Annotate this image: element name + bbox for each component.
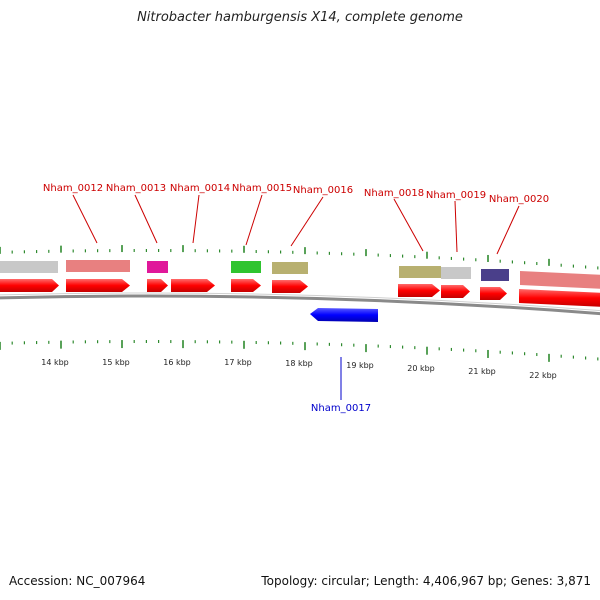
genome-backbone	[0, 294, 600, 316]
scale-label: 21 kbp	[468, 367, 496, 376]
feature-box-pink	[520, 271, 600, 289]
scale-label: 22 kbp	[529, 371, 557, 380]
gene-label[interactable]: Nham_0016	[293, 185, 353, 196]
scale-label: 14 kbp	[41, 358, 69, 367]
feature-box-pink	[66, 260, 130, 272]
feature-box-olive	[399, 266, 441, 278]
accession-text: Accession: NC_007964	[9, 574, 146, 588]
upper-tick-row	[0, 245, 599, 270]
gene-label[interactable]: Nham_0015	[232, 183, 292, 194]
gene-arrow	[519, 289, 600, 307]
scale-label: 17 kbp	[224, 358, 252, 367]
feature-boxes	[0, 260, 600, 289]
gene-labels: Nham_0012 Nham_0013 Nham_0014 Nham_0015 …	[43, 183, 549, 205]
gene-label-reverse[interactable]: Nham_0017	[311, 403, 371, 414]
feature-box-grey	[441, 267, 471, 279]
gene-arrow	[0, 279, 59, 292]
gene-arrow	[171, 279, 215, 292]
gene-arrow	[66, 279, 130, 292]
feature-box-olive	[272, 262, 308, 274]
gene-arrow	[231, 279, 261, 292]
gene-label[interactable]: Nham_0020	[489, 194, 549, 205]
scale-label: 16 kbp	[163, 358, 191, 367]
gene-arrow	[398, 284, 440, 297]
lower-tick-row	[0, 340, 599, 362]
gene-callout-lines	[72, 194, 520, 255]
feature-box-magenta	[147, 261, 168, 273]
forward-gene-arrows	[0, 279, 600, 307]
gene-arrow	[441, 285, 470, 298]
scale-label: 15 kbp	[102, 358, 130, 367]
gene-label[interactable]: Nham_0013	[106, 183, 166, 194]
scale-label: 20 kbp	[407, 364, 435, 373]
feature-box-grey	[0, 261, 58, 273]
gene-label[interactable]: Nham_0018	[364, 188, 424, 199]
scale-label: 18 kbp	[285, 359, 313, 368]
gene-label[interactable]: Nham_0014	[170, 183, 230, 194]
map-title: Nitrobacter hamburgensis X14, complete g…	[137, 10, 463, 25]
gene-arrow	[480, 287, 507, 300]
genome-summary-text: Topology: circular; Length: 4,406,967 bp…	[261, 574, 591, 588]
scale-labels: 14 kbp 15 kbp 16 kbp 17 kbp 18 kbp 19 kb…	[41, 358, 557, 380]
feature-box-navy	[481, 269, 509, 281]
gene-label[interactable]: Nham_0019	[426, 190, 486, 201]
gene-label[interactable]: Nham_0012	[43, 183, 103, 194]
gene-arrow	[147, 279, 168, 292]
reverse-gene-arrow	[310, 308, 378, 322]
gene-arrow	[272, 280, 308, 293]
scale-label: 19 kbp	[346, 361, 374, 370]
feature-box-green	[231, 261, 261, 273]
